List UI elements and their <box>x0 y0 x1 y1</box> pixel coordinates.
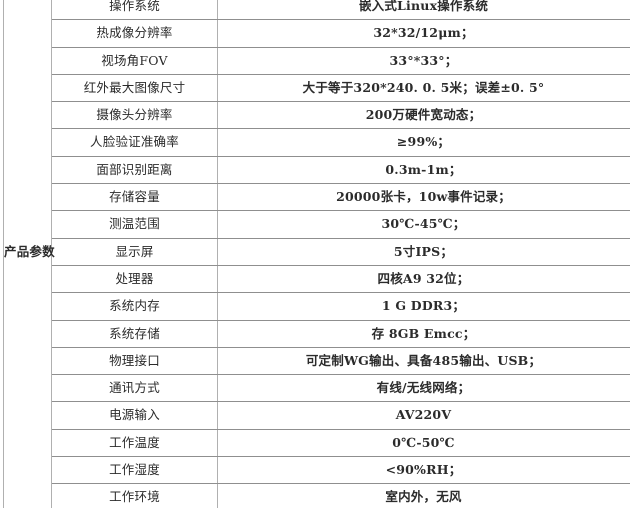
table-row: 物理接口 可定制WG输出、具备485输出、USB； <box>4 346 630 376</box>
table-row: 通讯方式 有线/无线网络； <box>4 374 630 403</box>
group-label-cell: 产品参数 <box>3 0 55 508</box>
spec-label-cell: 系统存储 <box>51 319 218 348</box>
spec-label-cell: 电源输入 <box>51 401 218 430</box>
table-row: 人脸验证准确率 ≥99%； <box>4 128 630 157</box>
table-row: 系统内存 1 G DDR3； <box>4 292 630 321</box>
table-row: 工作温度 0℃-50℃ <box>4 428 630 458</box>
table-row: 热成像分辨率 32*32/12μm； <box>4 19 630 48</box>
table-row: 面部识别距离 0.3m-1m； <box>4 155 630 185</box>
spec-value-cell: 存 8GB Emcc； <box>217 319 630 348</box>
spec-value-cell: 33°*33°； <box>217 46 630 75</box>
spec-value-cell: 可定制WG输出、具备485输出、USB； <box>217 346 630 376</box>
spec-value-cell: 20000张卡，10w事件记录； <box>217 183 630 212</box>
spec-value-cell: 嵌入式Linux操作系统 <box>217 0 630 21</box>
table-row: 工作环境 室内外，无风 <box>4 483 630 508</box>
spec-value-cell: 有线/无线网络； <box>217 374 630 403</box>
spec-label-cell: 红外最大图像尺寸 <box>51 73 218 103</box>
table-row: 测温范围 30℃-45℃； <box>4 210 630 239</box>
spec-label-cell: 操作系统 <box>51 0 218 21</box>
spec-value-cell: ≥99%； <box>217 128 630 157</box>
product-specification-table: 产品参数 操作系统 嵌入式Linux操作系统 热成像分辨率 32*32/12μm； 视场角… <box>3 0 630 508</box>
table-row: 存储容量 20000张卡，10w事件记录； <box>4 183 630 212</box>
table-row: 红外最大图像尺寸 大于等于320*240. 0. 5米；误差±0. 5° <box>4 73 630 103</box>
table-body: 产品参数 操作系统 嵌入式Linux操作系统 热成像分辨率 32*32/12μm； 视场角… <box>3 0 630 508</box>
spec-value-cell: 30℃-45℃； <box>217 210 630 239</box>
spec-value-cell: 0.3m-1m； <box>217 155 630 185</box>
spec-label-cell: 视场角FOV <box>51 46 218 75</box>
spec-label-cell: 摄像头分辨率 <box>51 101 218 130</box>
spec-label-cell: 测温范围 <box>51 210 218 239</box>
spec-label-cell: 工作湿度 <box>51 456 218 485</box>
spec-value-cell: 四核A9 32位； <box>217 264 630 294</box>
table-row: 摄像头分辨率 200万硬件宽动态； <box>4 101 630 130</box>
table-row: 显示屏 5寸IPS； <box>4 237 630 266</box>
table-row: 工作湿度 <90%RH； <box>4 456 630 485</box>
table-row: 系统存储存 8GB Emcc； <box>4 319 630 348</box>
spec-label-cell: 面部识别距离 <box>51 155 218 185</box>
spec-label-cell: 通讯方式 <box>51 374 218 403</box>
spec-label-cell: 显示屏 <box>51 237 218 266</box>
spec-value-cell: AV220V <box>217 401 630 430</box>
table-row: 视场角FOV 33°*33°； <box>4 46 630 75</box>
spec-label-cell: 工作温度 <box>51 428 218 458</box>
spec-label-cell: 处理器 <box>51 264 218 294</box>
spec-value-cell: 1 G DDR3； <box>217 292 630 321</box>
spec-label-cell: 热成像分辨率 <box>51 19 218 48</box>
spec-value-cell: 32*32/12μm； <box>217 19 630 48</box>
spec-value-cell: 200万硬件宽动态； <box>217 101 630 130</box>
spec-value-cell: <90%RH； <box>217 456 630 485</box>
spec-label-cell: 工作环境 <box>51 483 218 508</box>
spec-value-cell: 室内外，无风 <box>217 483 630 508</box>
spec-value-cell: 0℃-50℃ <box>217 428 630 458</box>
table-row: 处理器 四核A9 32位； <box>4 264 630 294</box>
table-row: 电源输入 AV220V <box>4 401 630 430</box>
spec-value-cell: 大于等于320*240. 0. 5米；误差±0. 5° <box>217 73 630 103</box>
spec-label-cell: 存储容量 <box>51 183 218 212</box>
spec-label-cell: 系统内存 <box>51 292 218 321</box>
spec-label-cell: 人脸验证准确率 <box>51 128 218 157</box>
spec-value-cell: 5寸IPS； <box>217 237 630 266</box>
spec-label-cell: 物理接口 <box>51 346 218 376</box>
table-row: 产品参数 操作系统 嵌入式Linux操作系统 <box>3 0 630 508</box>
